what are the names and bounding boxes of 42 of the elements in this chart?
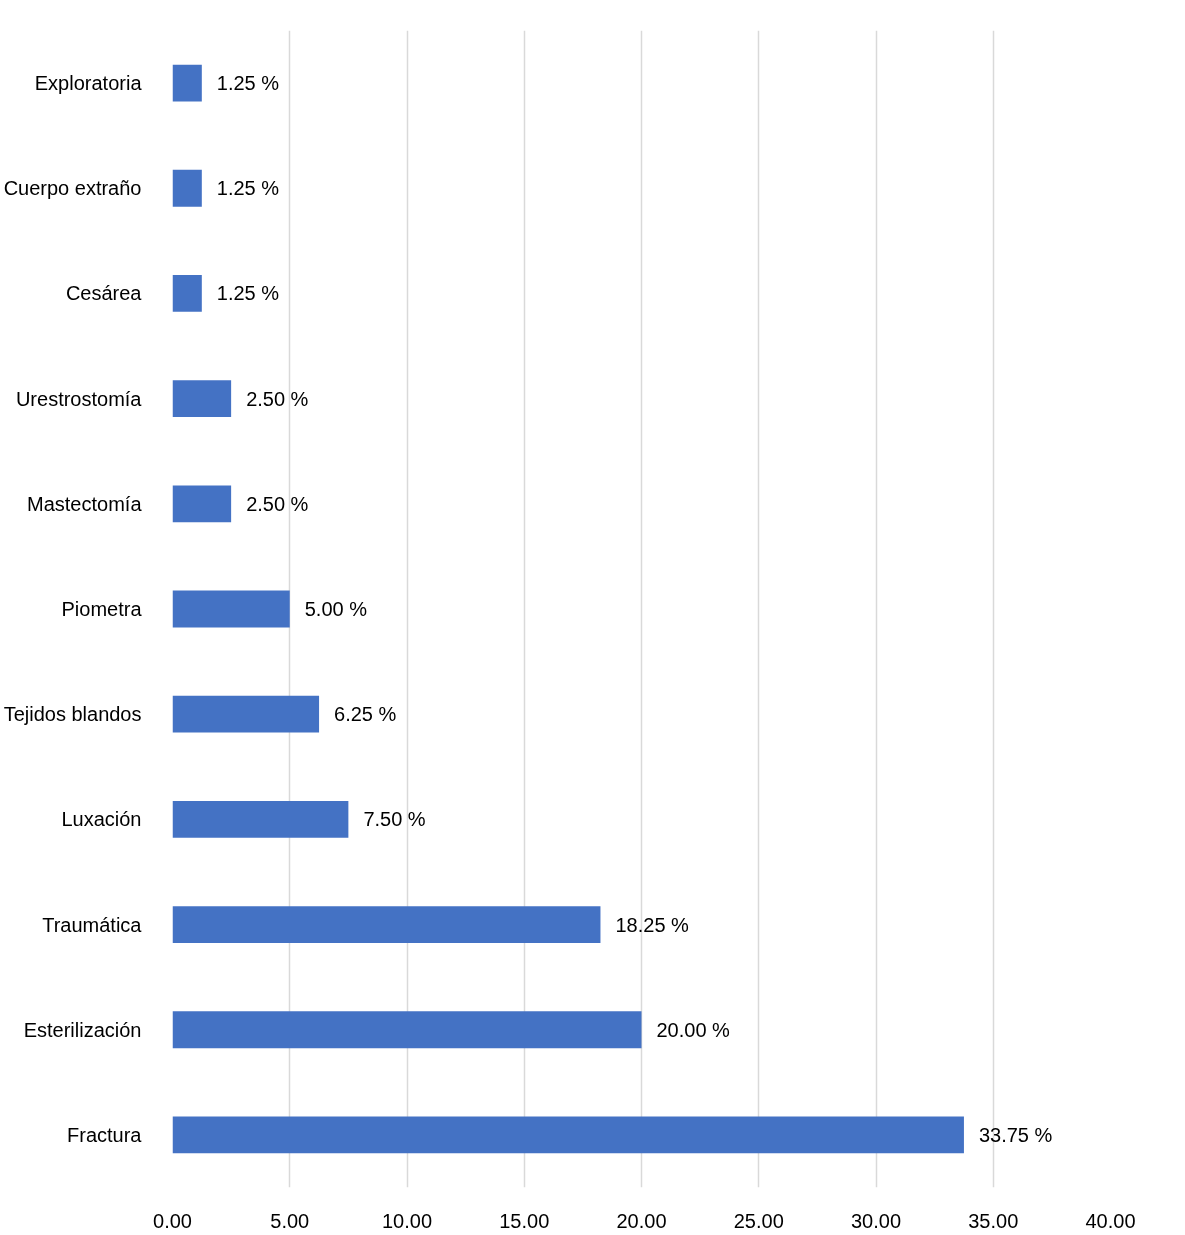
y-tick-label: Piometra <box>61 598 143 620</box>
y-tick-label: Fractura <box>67 1123 143 1146</box>
y-tick-label: Traumática <box>42 913 143 936</box>
data-label: 7.50 % <box>363 808 426 831</box>
bar <box>172 64 202 102</box>
data-label: 1.25 % <box>216 282 280 305</box>
bar <box>172 485 232 523</box>
data-label: 6.25 % <box>334 703 397 726</box>
data-label: 20.00 % <box>656 1018 731 1041</box>
bar <box>172 590 290 628</box>
y-tick-label: Exploratoria <box>34 72 143 95</box>
bar <box>172 1116 964 1154</box>
x-tick-label: 30.00 <box>850 1209 902 1232</box>
x-tick-label: 10.00 <box>381 1209 433 1232</box>
x-tick-label: 0.00 <box>153 1209 192 1232</box>
x-tick-label: 15.00 <box>499 1209 550 1232</box>
bar <box>172 695 320 733</box>
data-label: 1.25 % <box>216 72 280 95</box>
y-tick-label: Esterilización <box>23 1018 142 1041</box>
bar <box>172 1011 642 1049</box>
data-label: 18.25 % <box>615 913 690 936</box>
bar <box>172 800 349 838</box>
x-tick-label: 20.00 <box>616 1209 667 1232</box>
bar <box>172 380 232 418</box>
y-tick-label: Urestrostomía <box>15 387 143 410</box>
data-label: 2.50 % <box>246 387 309 410</box>
y-tick-label: Tejidos blandos <box>3 703 142 726</box>
bar <box>172 906 601 943</box>
y-tick-label: Cuerpo extraño <box>3 177 142 200</box>
x-tick-label: 40.00 <box>1085 1209 1136 1232</box>
bar <box>172 169 202 207</box>
y-tick-label: Mastectomía <box>27 492 143 515</box>
x-tick-label: 25.00 <box>733 1209 784 1232</box>
data-label: 2.50 % <box>246 492 309 515</box>
x-tick-label: 5.00 <box>270 1209 310 1232</box>
y-tick-label: Cesárea <box>65 282 143 305</box>
data-label: 1.25 % <box>216 177 280 200</box>
data-label: 33.75 % <box>978 1123 1053 1146</box>
bar <box>172 275 202 312</box>
x-tick-label: 35.00 <box>968 1209 1019 1232</box>
y-tick-label: Luxación <box>61 808 142 831</box>
data-label: 5.00 % <box>304 598 368 620</box>
